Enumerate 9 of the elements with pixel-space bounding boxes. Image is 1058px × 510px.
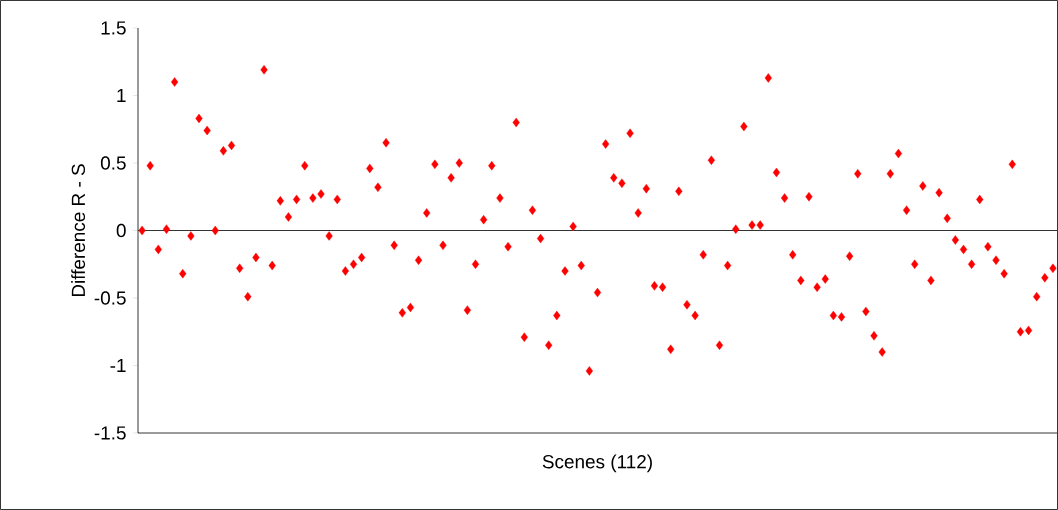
y-tick-label: -1 xyxy=(110,359,126,373)
y-tick-label: 0 xyxy=(116,223,126,238)
y-tick-label: -1.5 xyxy=(94,426,126,440)
y-tick-label: 1 xyxy=(117,88,126,103)
y-tick-label: -0.5 xyxy=(94,291,126,305)
x-axis-title: Scenes (112) xyxy=(542,454,652,473)
y-tick-label: 0.5 xyxy=(100,156,126,170)
y-axis-title: Difference R - S xyxy=(71,164,86,297)
y-tick-label: 1.5 xyxy=(101,21,126,35)
